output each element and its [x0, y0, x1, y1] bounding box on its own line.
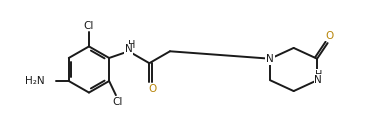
Text: N: N	[266, 54, 274, 64]
Text: Cl: Cl	[112, 97, 123, 107]
Text: Cl: Cl	[84, 21, 94, 31]
Text: N: N	[125, 44, 133, 54]
Text: H: H	[314, 70, 322, 80]
Text: O: O	[148, 84, 156, 94]
Text: H₂N: H₂N	[25, 76, 45, 86]
Text: O: O	[326, 31, 334, 41]
Text: N: N	[314, 75, 322, 85]
Text: H: H	[127, 40, 135, 50]
